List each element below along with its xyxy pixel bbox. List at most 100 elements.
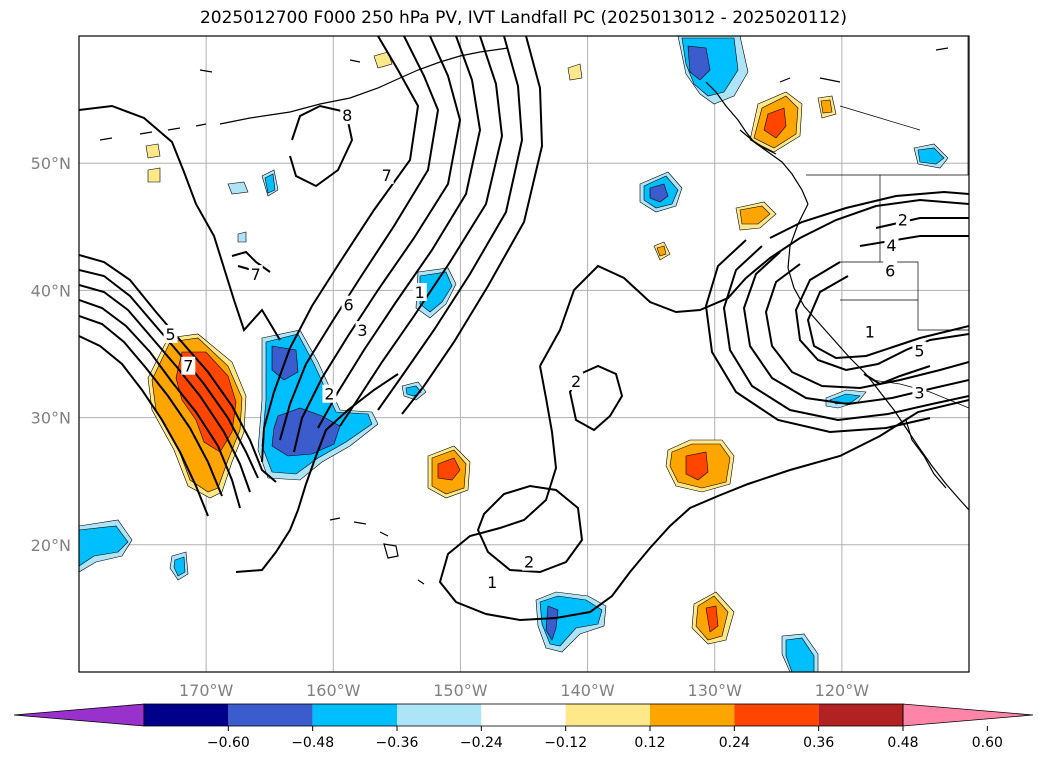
contour-label: 2 [571,372,581,391]
pv-contour [235,373,399,573]
colorbar-box [565,704,650,726]
colorbar-box [144,704,229,726]
neg-anomaly-region [264,173,276,194]
colorbar-tick-label: −0.24 [460,735,503,751]
contour-label-bg [341,295,356,314]
colorbar-tick-label: −0.60 [207,735,250,751]
coast-fragment [779,47,949,83]
pv-contour [79,335,209,517]
colorbar-outline [143,703,904,727]
pv-contour [79,254,277,483]
lon-tick-label: 170°W [179,681,234,700]
pv-contour [875,217,969,229]
lon-tick-label: 150°W [433,681,488,700]
pv-contour [279,36,440,441]
contour-label: 1 [865,322,875,341]
pos-anomaly-region [763,107,787,139]
aleutian-islands [99,59,361,141]
contour-label: 8 [342,106,352,125]
canada-province-border [839,105,921,131]
colorbar-tick-label: 0.24 [719,735,750,751]
pv-contour [476,484,584,574]
contour-label-bg [862,322,877,341]
pos-anomaly-region [685,451,709,481]
longitude-labels: 170°W 160°W 150°W 140°W 130°W 120°W [179,681,869,700]
colorbar-box [481,704,566,726]
pv-contour [317,36,482,429]
coastlines [99,47,969,585]
graticule [79,36,969,672]
contour-label: 2 [524,553,534,572]
pv-contour [293,36,462,453]
contour-label: 7 [382,166,392,185]
colorbar: −0.60 −0.48 −0.36 −0.24 −0.12 0.12 0.24 0.36 0.4… [13,703,1034,751]
pos-anomaly-region [567,63,583,81]
pv-contour [401,36,544,415]
contour-label: 4 [886,236,896,255]
pv-contour [863,365,931,386]
pv-contour [769,190,969,239]
pos-anomaly-region [147,167,161,183]
contour-label-bg [522,552,537,571]
contour-label: 1 [487,573,497,592]
neg-anomaly-region [173,556,186,577]
contour-label-bg [355,321,370,340]
contour-label-bg [181,356,196,375]
state-border [840,261,918,301]
contour-label-bg [912,383,927,402]
lon-tick-label: 140°W [560,681,615,700]
colorbar-tick-label: −0.48 [291,735,334,751]
lat-tick-label: 50°N [31,154,71,173]
neg-anomaly-region [237,231,247,243]
contour-label: 3 [914,383,924,402]
hawaii-islands [329,517,425,585]
pv-contour [79,284,251,493]
contour-label-bg [248,265,263,284]
neg-anomaly-region [419,271,453,313]
lat-tick-label: 30°N [31,409,71,428]
pv-contour [79,299,241,509]
neg-anomaly-region [227,181,249,195]
contour-label: 3 [357,321,367,340]
pos-anomaly-region [820,99,833,114]
neg-anomaly-region [785,637,815,672]
pv-contour [806,275,969,360]
colorbar-tick-label: 0.12 [634,735,665,751]
baja-coastline [905,419,947,489]
colorbar-box [397,704,482,726]
pos-anomaly-region [739,205,771,225]
pos-anomaly-region [437,457,461,481]
lat-tick-label: 40°N [31,281,71,300]
pv-contour [438,365,969,622]
contour-label-bg [322,384,337,403]
pv-contour [539,198,969,367]
us-west-coastline [787,203,969,511]
latitude-labels: 20°N 30°N 40°N 50°N [31,154,71,555]
pv-contour [79,104,281,341]
contour-label: 7 [251,265,261,284]
contour-label-bg [485,572,500,591]
contour-label-bg [340,106,355,125]
pv-contour [377,36,524,411]
lon-tick-label: 120°W [815,681,870,700]
colorbar-extend-high [902,703,1034,727]
pv-contours [79,36,969,622]
contour-label-bg [883,261,898,280]
neg-anomaly-region [545,605,559,641]
colorbar-box [734,704,819,726]
contour-label: 5 [914,341,924,360]
contour-label-bg [884,235,899,254]
pv-contour [289,104,354,188]
pv-contour [722,245,969,422]
contour-label-bg [163,324,178,343]
neg-anomaly-region [649,183,669,203]
colorbar-box [312,704,397,726]
map-title: 2025012700 F000 250 hPa PV, IVT Landfall… [199,8,847,28]
contour-label: 6 [885,261,895,280]
state-border [879,175,969,331]
colorbar-extend-low [13,703,145,727]
colorbar-tick-label: 0.48 [887,735,918,751]
